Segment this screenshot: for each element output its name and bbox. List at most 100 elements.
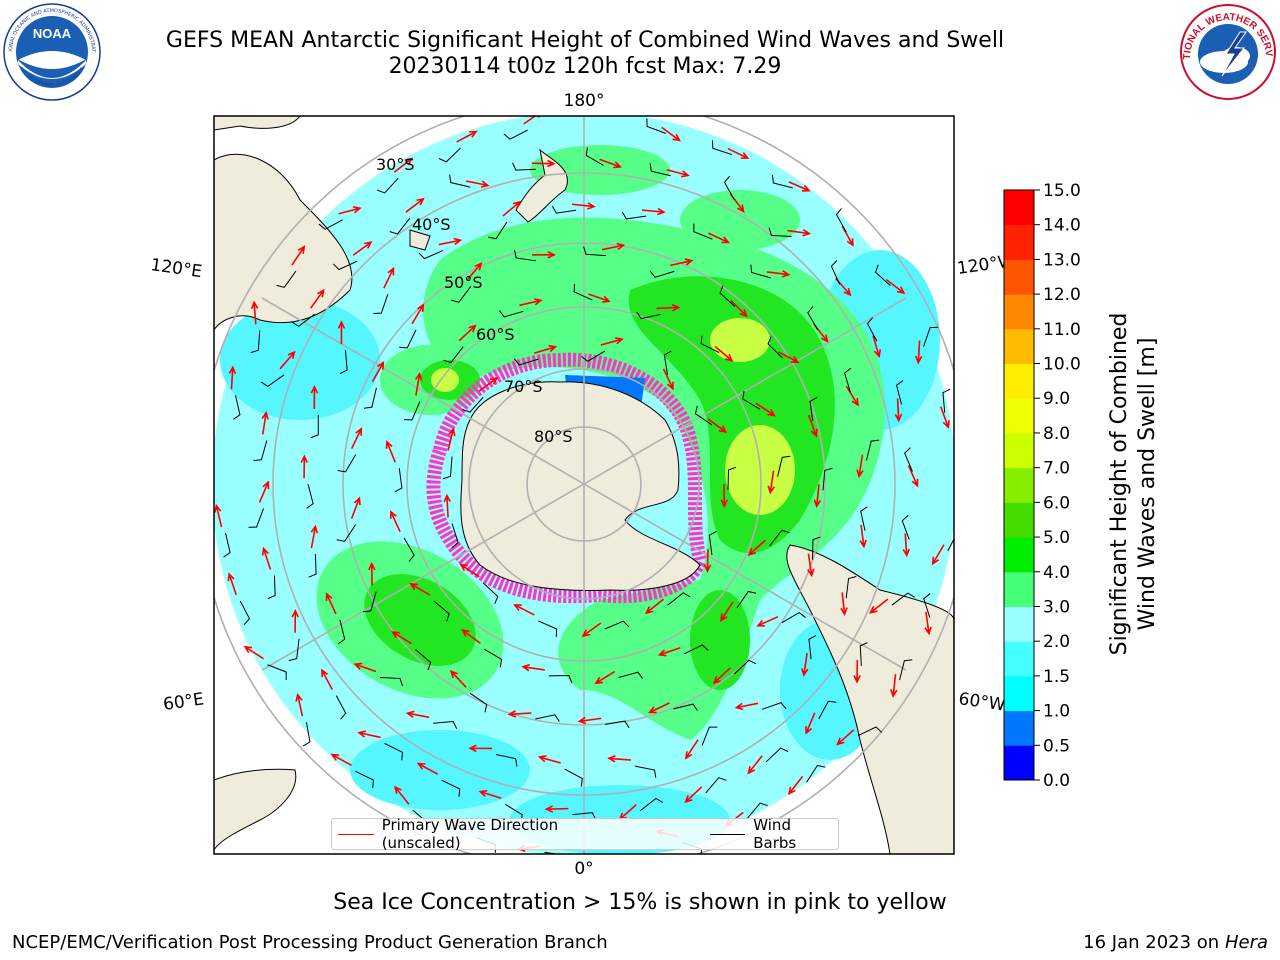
wave-direction-arrow [588,293,611,303]
wave-direction-arrow [466,262,483,281]
wave-direction-arrow [894,398,903,423]
wind-barb [634,765,657,778]
wind-barb [891,592,915,606]
wave-direction-arrow [409,582,431,596]
wind-barb [337,619,346,645]
wind-barb [336,524,356,542]
wind-barb [267,664,287,680]
wave-direction-arrow [325,592,337,615]
wind-barb [705,777,727,794]
colorbar: 0.0 0.5 1.0 1.5 2.0 3.0 4.0 5.0 6.0 7.0 8.0 9.0 10.0… [1003,181,1081,791]
wind-barb [253,440,268,462]
colorbar-swatch [1004,467,1034,503]
wind-barb [513,250,537,262]
wave-direction-arrow [461,629,481,644]
lon-label-180: 180° [564,91,605,111]
wave-direction-arrow [885,278,906,295]
wave-direction-arrow [416,762,439,775]
wind-barb [767,336,783,359]
wave-direction-arrow [532,251,556,259]
wind-barb [276,270,297,288]
wind-barb [750,264,771,279]
wind-barb [399,329,417,349]
wind-barb [693,223,713,240]
wave-direction-arrow [727,147,750,159]
lon-label-0: 0° [574,859,593,879]
wave-direction-arrow [310,524,319,549]
wind-barb [733,659,757,675]
wind-barb [318,219,343,230]
wind-barb [895,380,904,405]
lat-label-40s: 40°S [412,215,451,234]
legend-barb-swatch [709,833,746,835]
wave-direction-arrow [507,710,532,718]
land-africa [214,768,297,851]
wave-direction-arrow [600,337,624,346]
wave-direction-arrow [300,454,309,479]
legend-wave-swatch [338,833,374,835]
wave-direction-arrow [845,385,859,407]
wave-direction-arrow [338,206,362,215]
wind-barb [583,246,606,257]
wind-barb [860,506,868,531]
wind-barb [484,648,503,668]
wind-barb [332,260,358,271]
colorbar-swatch [1004,294,1034,330]
wind-barb [808,635,817,660]
wind-barb [667,592,691,606]
wave-direction-arrow [577,716,602,725]
wave-direction-arrow [352,241,373,256]
wave-direction-arrow [778,351,800,363]
wind-barb [646,118,666,134]
wave-direction-arrow [478,789,502,800]
wind-barb [901,515,910,540]
wave-direction-arrow [924,611,932,636]
wave-direction-arrow [707,418,728,434]
colorbar-tick-label: 11.0 [1043,320,1081,340]
wind-barb [418,250,444,260]
wind-barb [403,537,415,562]
wave-direction-arrow [321,668,334,690]
colorbar-tick-label: 13.0 [1043,250,1081,270]
wind-barb [923,326,939,347]
wind-barb [830,260,841,285]
sea-ice-note: Sea Ice Concentration > 15% is shown in … [333,890,947,915]
wind-barb [469,692,488,713]
wave-direction-arrow [531,159,556,168]
wind-barb [761,702,787,710]
wind-barb [498,310,524,318]
wind-barb [513,358,539,366]
colorbar-swatch [1004,190,1034,226]
wave-direction-arrow [807,553,815,578]
wave-direction-arrow [599,158,623,169]
wave-direction-arrow [708,232,730,244]
wind-barb [694,405,713,426]
colorbar-swatch [1004,710,1034,746]
chart-title: GEFS MEAN Antarctic Significant Height o… [165,28,1005,53]
wave-direction-arrow [228,365,237,390]
wind-barb [306,484,314,509]
wave-direction-arrow [755,402,776,417]
colorbar-swatch [1004,675,1034,712]
wind-barb [310,414,319,439]
colorbar-tick-label: 12.0 [1043,285,1081,305]
wave-direction-arrow [250,300,259,325]
wind-barb [384,742,404,761]
wave-direction-arrow [513,604,535,616]
wind-barb [339,350,348,375]
wave-direction-arrow [383,266,395,289]
wave-direction-arrow [458,324,477,342]
wind-barb [551,205,577,214]
wind-barb [450,285,472,303]
wave-direction-arrow [350,496,361,519]
wave-direction-arrow [456,130,478,143]
wave-direction-arrow [756,615,779,627]
wave-direction-arrow [813,484,822,509]
wind-barb [865,439,880,461]
wave-direction-arrow [807,414,818,438]
colorbar-swatch [1004,328,1034,365]
lat-label-30s: 30°S [376,155,415,174]
wind-barb [337,454,357,473]
wind-barb [389,217,411,235]
